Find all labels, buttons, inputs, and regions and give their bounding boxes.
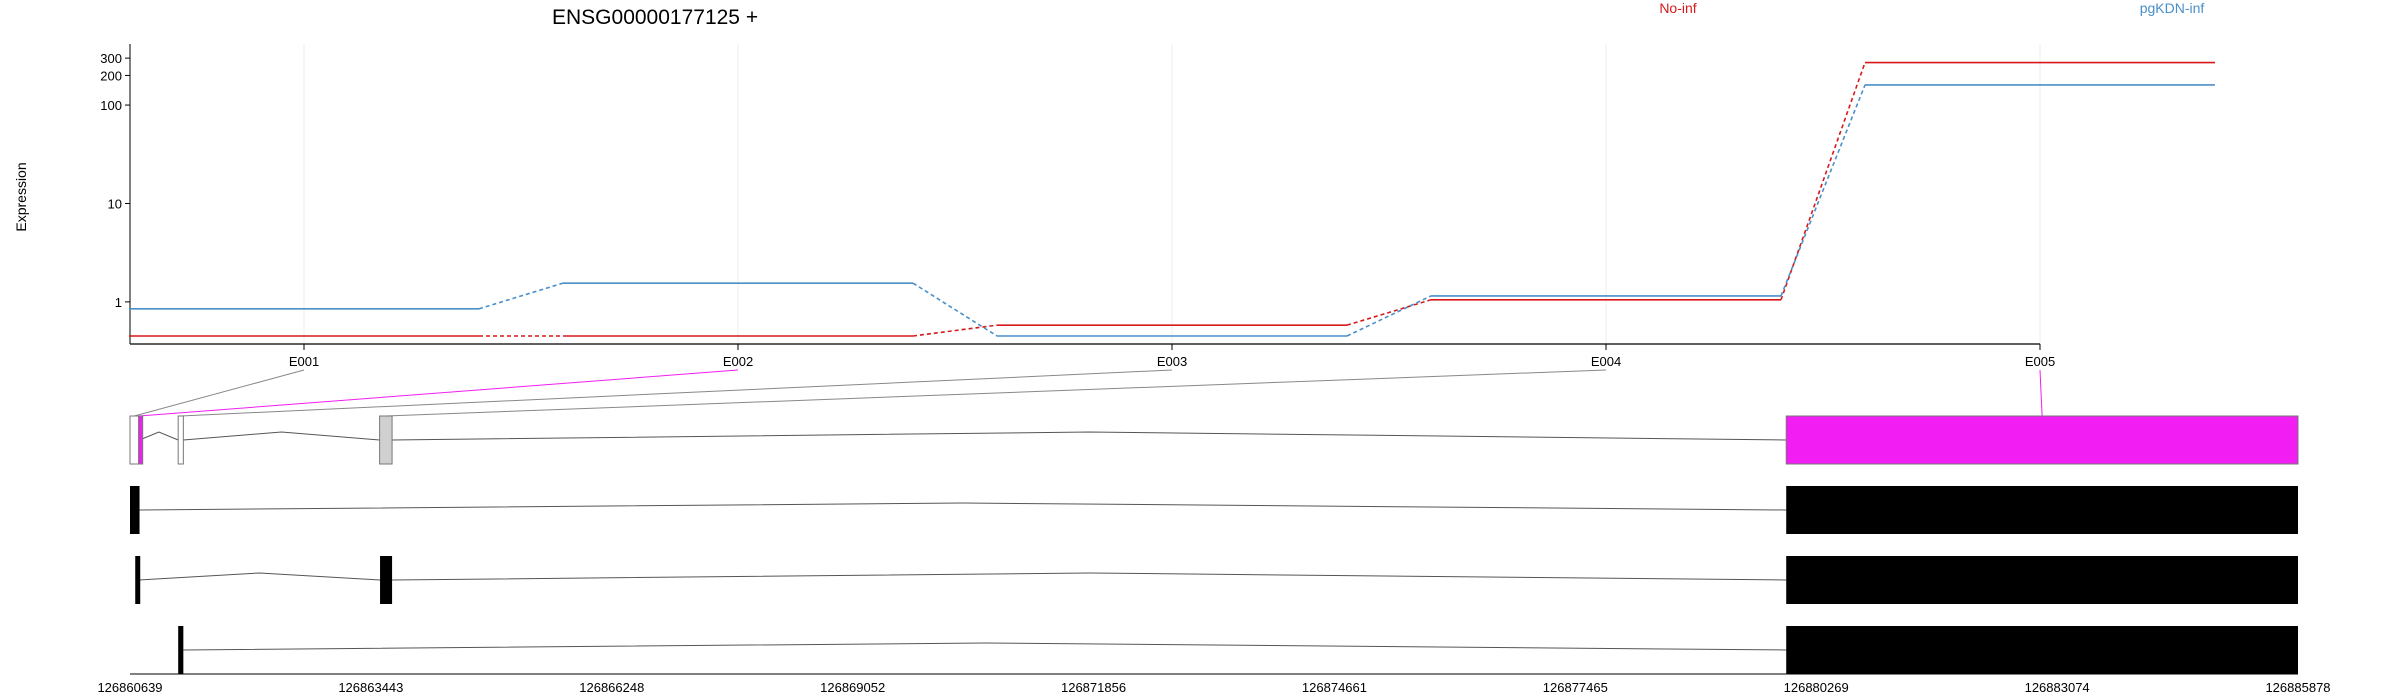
transcript-exon xyxy=(1786,556,2298,604)
y-tick-label: 200 xyxy=(100,68,122,83)
exon-box xyxy=(129,415,140,465)
x-tick-label: E005 xyxy=(2025,354,2055,369)
transcript-intron xyxy=(138,572,381,581)
series-lines xyxy=(129,61,2215,337)
exon-axis: E001 E002 E003 E004 E005 xyxy=(130,343,2055,369)
exon-connector xyxy=(134,369,305,417)
y-tick-label: 100 xyxy=(100,98,122,113)
transcript-intron xyxy=(139,502,1787,511)
series-transition xyxy=(1780,84,1866,297)
genomic-tick-label: 126869052 xyxy=(820,680,885,695)
y-tick-label: 1 xyxy=(115,295,122,310)
exon-connector xyxy=(385,369,1607,417)
transcript-intron xyxy=(392,572,1787,581)
y-axis-label: Expression xyxy=(13,162,29,231)
exon-connectors xyxy=(134,369,2043,417)
legend-entry-no-inf: No-inf xyxy=(1659,0,1696,16)
transcripts xyxy=(130,486,2298,674)
exon-connector xyxy=(180,369,1173,417)
gene-model xyxy=(129,415,2299,465)
exon-box xyxy=(177,415,184,465)
genomic-tick-label: 126883074 xyxy=(2025,680,2090,695)
genomic-tick-label: 126885878 xyxy=(2265,680,2330,695)
exon-box xyxy=(138,415,144,465)
y-tick-label: 10 xyxy=(108,196,122,211)
vertical-gridlines xyxy=(303,44,2041,344)
x-tick-label: E004 xyxy=(1591,354,1621,369)
genomic-axis: 126860639 126863443 126866248 126869052 1268… xyxy=(97,673,2331,695)
y-axis: 300 200 100 10 1 xyxy=(100,44,131,344)
exon-box xyxy=(379,415,393,465)
transcript-exon xyxy=(135,556,141,604)
transcript-exon xyxy=(178,626,184,674)
genomic-tick-label: 126874661 xyxy=(1302,680,1367,695)
genomic-tick-label: 126863443 xyxy=(338,680,403,695)
exon-connector xyxy=(139,369,739,417)
x-tick-label: E001 xyxy=(289,354,319,369)
series-transition xyxy=(478,282,564,310)
series-transition xyxy=(912,324,998,337)
chart-title: ENSG00000177125 + xyxy=(552,6,758,29)
intron xyxy=(139,431,179,441)
transcript-exon xyxy=(130,486,140,534)
exon-connector xyxy=(2039,369,2043,417)
x-tick-label: E003 xyxy=(1157,354,1187,369)
genomic-tick-label: 126880269 xyxy=(1784,680,1849,695)
genomic-tick-label: 126877465 xyxy=(1543,680,1608,695)
transcript-exon xyxy=(1786,486,2298,534)
x-tick-label: E002 xyxy=(723,354,753,369)
series-transition xyxy=(1780,62,1866,301)
legend-entry-pgkdn-inf: pgKDN-inf xyxy=(2140,0,2205,16)
series-transition xyxy=(1346,299,1432,326)
genomic-tick-label: 126860639 xyxy=(97,680,162,695)
y-tick-label: 300 xyxy=(100,51,122,66)
transcript-exon xyxy=(380,556,393,604)
genomic-tick-label: 126866248 xyxy=(579,680,644,695)
transcript-exon xyxy=(1786,626,2298,674)
intron xyxy=(183,431,380,441)
genomic-tick-label: 126871856 xyxy=(1061,680,1126,695)
transcript-intron xyxy=(183,642,1787,651)
series-transition xyxy=(912,282,998,337)
series-transition xyxy=(1346,295,1432,337)
intron xyxy=(392,431,1787,441)
exon-box xyxy=(1785,415,2299,465)
